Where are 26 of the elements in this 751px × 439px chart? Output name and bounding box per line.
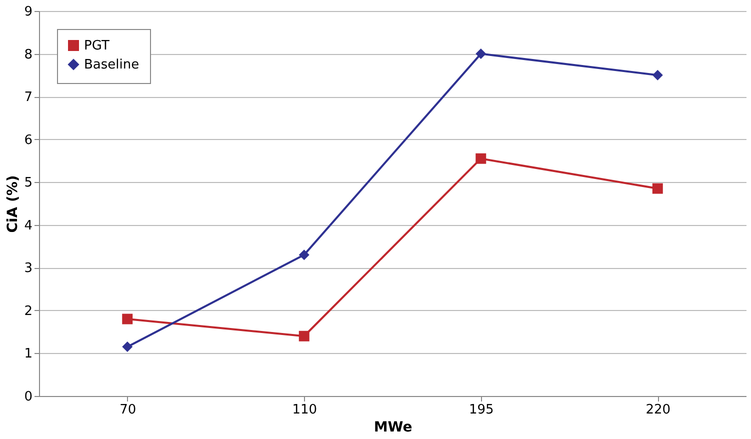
legend-label: Baseline [84, 58, 140, 72]
y-tick-label: 7 [24, 90, 32, 106]
point [476, 153, 486, 164]
point [652, 183, 663, 194]
y-tick-label: 5 [24, 176, 32, 191]
point [476, 48, 486, 60]
x-tick-label: 110 [292, 402, 318, 418]
point [122, 342, 133, 352]
y-tick-label: 1 [24, 346, 32, 362]
y-tick-label: 9 [24, 4, 32, 20]
x-tick-label: 220 [646, 402, 671, 418]
x-tick-label: 70 [120, 402, 136, 418]
y-tick-label: 2 [24, 304, 32, 319]
x-tick-label: 195 [468, 402, 494, 418]
y-axis-title: CiA (%) [5, 175, 22, 233]
point [652, 70, 663, 80]
point [298, 250, 310, 260]
y-tick-label: 4 [24, 218, 32, 234]
y-tick-label: 0 [24, 390, 32, 404]
point [298, 330, 310, 342]
y-tick-label: 6 [24, 132, 32, 148]
y-tick-label: 3 [24, 261, 32, 276]
legend-label: PGT [84, 38, 110, 54]
y-tick-label: 8 [24, 47, 32, 62]
x-axis-title: MWe [374, 420, 412, 436]
point [122, 314, 133, 324]
